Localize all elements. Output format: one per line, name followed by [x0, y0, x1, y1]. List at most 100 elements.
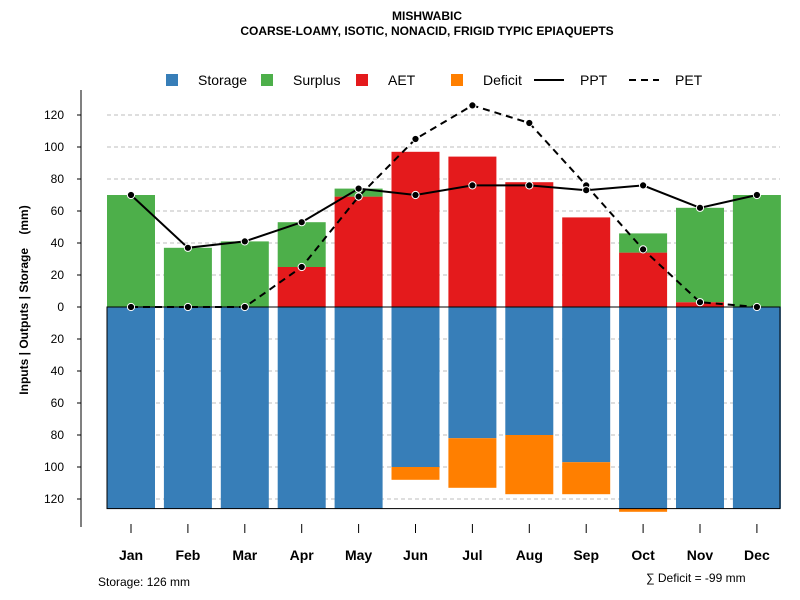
aet-bar [334, 196, 383, 307]
legend-label: Storage [198, 72, 247, 88]
y-tick-label: 40 [51, 236, 65, 250]
chart-subtitle: COARSE-LOAMY, ISOTIC, NONACID, FRIGID TY… [240, 24, 613, 38]
ppt-point [639, 181, 648, 190]
ppt-point [695, 203, 705, 212]
aet-bar [391, 151, 440, 307]
aet-bar [562, 217, 611, 307]
storage-bar [676, 307, 724, 509]
pet-point [468, 101, 477, 110]
y-tick-label: 120 [44, 108, 64, 122]
ppt-point [525, 181, 534, 190]
y-tick-label: 100 [44, 140, 64, 154]
surplus-bar [676, 207, 724, 303]
legend-label: AET [388, 72, 416, 88]
y-tick-label: 40 [51, 364, 65, 378]
storage-bar [163, 307, 212, 509]
storage-bar [277, 307, 326, 509]
pet-point [411, 134, 420, 144]
pet-point [183, 302, 192, 312]
storage-bar [448, 307, 497, 439]
surplus-bar [163, 247, 212, 307]
storage-bar [619, 307, 668, 509]
x-tick-label: Nov [687, 547, 714, 563]
pet-point [240, 302, 249, 312]
y-tick-label: 0 [57, 300, 64, 314]
storage-bar [391, 307, 440, 467]
aet-bar [448, 156, 497, 307]
storage-bar [562, 307, 611, 463]
chart-legend: Storage Surplus AET Deficit PPT PET [166, 72, 703, 88]
aet-bar [277, 267, 326, 307]
surplus-bar [107, 195, 155, 307]
surplus-bar [619, 233, 668, 253]
x-tick-label: Dec [744, 547, 770, 563]
ppt-point [126, 190, 136, 200]
x-tick-label: Mar [232, 547, 257, 563]
y-tick-label: 120 [44, 492, 64, 506]
x-tick-label: Sep [573, 547, 599, 563]
ppt-point [297, 218, 306, 227]
chart-title: MISHWABIC [392, 9, 462, 23]
pet-point [126, 302, 136, 312]
pet-point [695, 298, 705, 307]
x-tick-label: Jul [462, 547, 482, 563]
y-tick-label: 80 [51, 172, 65, 186]
ppt-point [582, 186, 591, 195]
pet-point [354, 192, 363, 201]
deficit-note: ∑ Deficit = -99 mm [646, 571, 746, 585]
legend-label: Deficit [483, 72, 522, 88]
surplus-bar [732, 195, 781, 307]
aet-bar [619, 252, 668, 307]
x-tick-label: Aug [516, 547, 543, 563]
chart-grid [107, 114, 780, 500]
surplus-bar [277, 222, 326, 267]
legend-swatch [261, 74, 273, 86]
y-tick-label: 60 [51, 204, 65, 218]
storage-note: Storage: 126 mm [98, 575, 190, 589]
x-tick-label: Jun [403, 547, 428, 563]
y-axis-label: Inputs | Outputs | Storage (mm) [17, 205, 31, 394]
deficit-bar [391, 467, 440, 480]
legend-label: PET [675, 72, 703, 88]
pet-point [525, 118, 534, 128]
y-tick-label: 20 [51, 332, 65, 346]
legend-swatch [166, 74, 178, 86]
storage-bar [505, 307, 554, 435]
ppt-point [411, 190, 420, 200]
ppt-point [468, 181, 477, 190]
deficit-bar [562, 462, 611, 495]
legend-swatch [451, 74, 463, 86]
pet-point [752, 302, 762, 312]
chart-lines [126, 101, 762, 312]
ppt-point [354, 184, 363, 193]
legend-label: PPT [580, 72, 608, 88]
ppt-point [752, 190, 762, 200]
ppt-point [240, 237, 249, 246]
surplus-bar [220, 241, 269, 307]
storage-bar [732, 307, 781, 509]
storage-bar [220, 307, 269, 509]
x-tick-label: May [345, 547, 372, 563]
x-tick-label: Apr [290, 547, 315, 563]
deficit-bar [505, 435, 554, 495]
pet-line [131, 104, 757, 308]
storage-bar [107, 307, 155, 509]
x-tick-label: Jan [119, 547, 143, 563]
y-tick-label: 100 [44, 460, 64, 474]
legend-label: Surplus [293, 72, 340, 88]
x-tick-label: Oct [631, 547, 655, 563]
aet-bar [505, 182, 554, 307]
ppt-point [183, 243, 192, 252]
y-tick-label: 60 [51, 396, 65, 410]
pet-point [639, 245, 648, 254]
deficit-bar [619, 508, 668, 512]
deficit-bar [448, 438, 497, 488]
x-tick-label: Feb [175, 547, 200, 563]
storage-bar [334, 307, 383, 509]
chart-axes: 120 100 80 60 40 20 0 20 40 60 80 100 120 Jan Feb Mar Ap… [44, 90, 770, 563]
ppt-line [130, 184, 758, 249]
chart-bars [106, 151, 781, 512]
y-tick-label: 80 [51, 428, 65, 442]
pet-point [297, 262, 306, 272]
